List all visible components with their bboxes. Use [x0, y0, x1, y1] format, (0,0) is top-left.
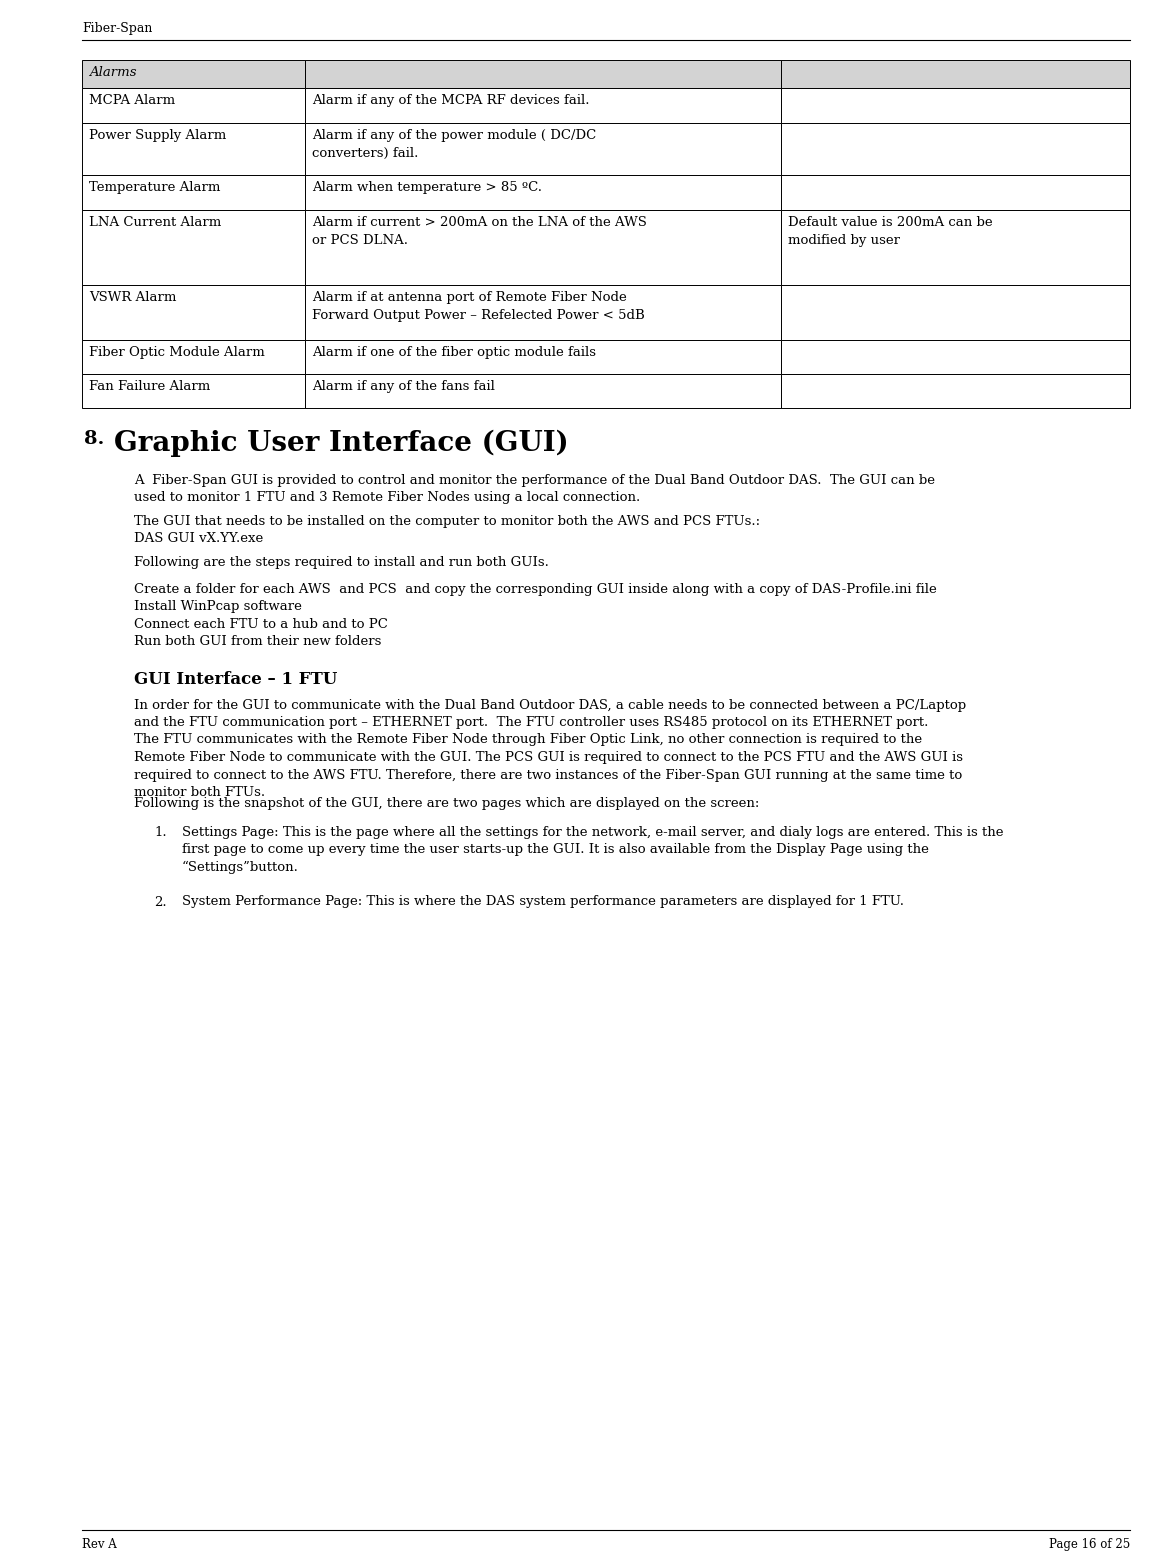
Text: Alarm when temperature > 85 ºC.: Alarm when temperature > 85 ºC. [312, 181, 542, 193]
Text: Create a folder for each AWS  and PCS  and copy the corresponding GUI inside alo: Create a folder for each AWS and PCS and… [134, 582, 937, 647]
Bar [82, 87, 305, 123]
Text: A  Fiber-Span GUI is provided to control and monitor the performance of the Dual: A Fiber-Span GUI is provided to control … [134, 474, 935, 504]
Text: The GUI that needs to be installed on the computer to monitor both the AWS and P: The GUI that needs to be installed on th… [134, 515, 760, 546]
Bar [305, 374, 781, 409]
Text: LNA Current Alarm: LNA Current Alarm [89, 215, 221, 229]
Text: Alarm if one of the fiber optic module fails: Alarm if one of the fiber optic module f… [312, 346, 596, 359]
Bar [305, 340, 781, 374]
Bar [781, 285, 1130, 340]
Text: MCPA Alarm: MCPA Alarm [89, 94, 175, 108]
Bar [781, 340, 1130, 374]
Bar [781, 211, 1130, 285]
Bar [82, 374, 305, 409]
Bar [781, 59, 1130, 87]
Bar [305, 123, 781, 175]
Bar [305, 175, 781, 211]
Text: Fan Failure Alarm: Fan Failure Alarm [89, 381, 210, 393]
Bar [781, 87, 1130, 123]
Text: Settings Page: This is the page where all the settings for the network, e-mail s: Settings Page: This is the page where al… [182, 825, 1003, 874]
Text: Graphic User Interface (GUI): Graphic User Interface (GUI) [114, 431, 569, 457]
Bar [305, 59, 781, 87]
Text: Following are the steps required to install and run both GUIs.: Following are the steps required to inst… [134, 555, 549, 569]
Text: Page 16 of 25: Page 16 of 25 [1048, 1538, 1130, 1551]
Text: 2.: 2. [154, 895, 167, 908]
Text: Following is the snapshot of the GUI, there are two pages which are displayed on: Following is the snapshot of the GUI, th… [134, 797, 760, 811]
Bar [82, 285, 305, 340]
Text: VSWR Alarm: VSWR Alarm [89, 292, 176, 304]
Text: Alarm if any of the fans fail: Alarm if any of the fans fail [312, 381, 495, 393]
Text: Fiber Optic Module Alarm: Fiber Optic Module Alarm [89, 346, 264, 359]
Text: 1.: 1. [154, 825, 167, 839]
Text: Alarm if at antenna port of Remote Fiber Node
Forward Output Power – Refelected : Alarm if at antenna port of Remote Fiber… [312, 292, 645, 321]
Text: Alarm if any of the MCPA RF devices fail.: Alarm if any of the MCPA RF devices fail… [312, 94, 589, 108]
Text: Rev A: Rev A [82, 1538, 116, 1551]
Bar [82, 59, 305, 87]
Text: GUI Interface – 1 FTU: GUI Interface – 1 FTU [134, 671, 338, 688]
Bar [82, 123, 305, 175]
Bar [781, 374, 1130, 409]
Text: In order for the GUI to communicate with the Dual Band Outdoor DAS, a cable need: In order for the GUI to communicate with… [134, 699, 966, 799]
Text: Default value is 200mA can be
modified by user: Default value is 200mA can be modified b… [788, 215, 993, 246]
Text: Power Supply Alarm: Power Supply Alarm [89, 129, 226, 142]
Text: 8.: 8. [84, 431, 105, 448]
Bar [305, 87, 781, 123]
Bar [82, 340, 305, 374]
Bar [781, 175, 1130, 211]
Text: Alarm if current > 200mA on the LNA of the AWS
or PCS DLNA.: Alarm if current > 200mA on the LNA of t… [312, 215, 647, 246]
Bar [82, 211, 305, 285]
Bar [781, 123, 1130, 175]
Bar [305, 211, 781, 285]
Bar [305, 285, 781, 340]
Text: Temperature Alarm: Temperature Alarm [89, 181, 220, 193]
Text: Alarm if any of the power module ( DC/DC
converters) fail.: Alarm if any of the power module ( DC/DC… [312, 129, 596, 161]
Text: System Performance Page: This is where the DAS system performance parameters are: System Performance Page: This is where t… [182, 895, 904, 908]
Bar [82, 175, 305, 211]
Text: Fiber-Span: Fiber-Span [82, 22, 153, 34]
Text: Alarms: Alarms [89, 66, 136, 80]
